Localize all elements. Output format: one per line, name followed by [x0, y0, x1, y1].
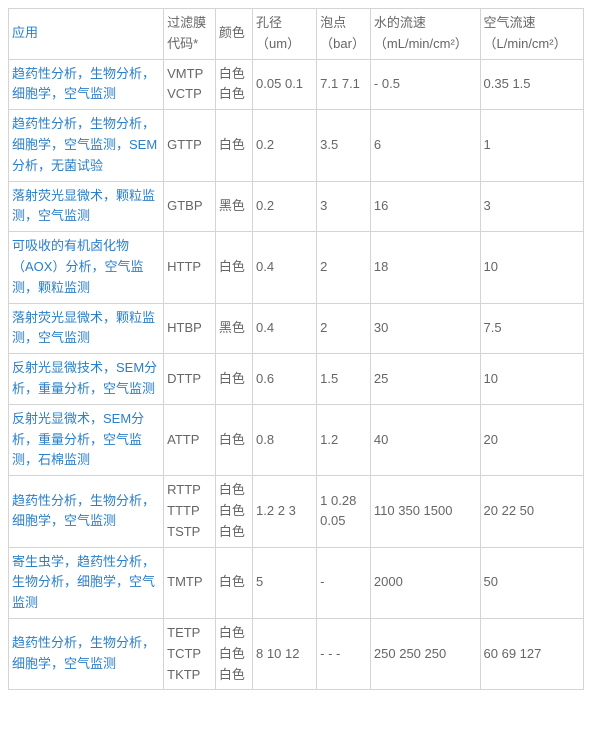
- cell-pore-size: 0.05 0.1: [253, 59, 317, 110]
- cell-water-flow: 2000: [370, 547, 480, 618]
- cell-pore-size: 8 10 12: [253, 618, 317, 689]
- filter-spec-table: 应用 过滤膜代码* 颜色 孔径（um） 泡点（bar） 水的流速（mL/min/…: [8, 8, 584, 690]
- cell-application[interactable]: 反射光显微技术，SEM分析，重量分析，空气监测: [9, 354, 164, 405]
- table-row: 趋药性分析，生物分析，细胞学，空气监测RTTP TTTP TSTP白色 白色 白…: [9, 476, 584, 547]
- cell-application[interactable]: 落射荧光显微术，颗粒监测，空气监测: [9, 181, 164, 232]
- cell-color: 黑色: [215, 303, 252, 354]
- cell-air-flow: 10: [480, 232, 583, 303]
- cell-bubble-point: 2: [317, 303, 371, 354]
- cell-color: 白色: [215, 110, 252, 181]
- cell-bubble-point: 1 0.28 0.05: [317, 476, 371, 547]
- cell-bubble-point: -: [317, 547, 371, 618]
- cell-filter-code: GTBP: [164, 181, 216, 232]
- header-water-flow: 水的流速（mL/min/cm²）: [370, 9, 480, 60]
- cell-color: 白色: [215, 232, 252, 303]
- cell-bubble-point: 7.1 7.1: [317, 59, 371, 110]
- cell-water-flow: 25: [370, 354, 480, 405]
- cell-application[interactable]: 落射荧光显微术，颗粒监测，空气监测: [9, 303, 164, 354]
- cell-pore-size: 1.2 2 3: [253, 476, 317, 547]
- cell-pore-size: 0.4: [253, 232, 317, 303]
- cell-bubble-point: 1.2: [317, 404, 371, 475]
- header-pore-size: 孔径（um）: [253, 9, 317, 60]
- cell-color: 白色: [215, 354, 252, 405]
- cell-application[interactable]: 趋药性分析，生物分析，细胞学，空气监测: [9, 59, 164, 110]
- table-row: 落射荧光显微术，颗粒监测，空气监测HTBP黑色0.42307.5: [9, 303, 584, 354]
- cell-bubble-point: 1.5: [317, 354, 371, 405]
- cell-filter-code: VMTP VCTP: [164, 59, 216, 110]
- cell-pore-size: 0.6: [253, 354, 317, 405]
- cell-color: 白色 白色 白色: [215, 618, 252, 689]
- table-body: 趋药性分析，生物分析，细胞学，空气监测VMTP VCTP白色 白色0.05 0.…: [9, 59, 584, 690]
- table-row: 趋药性分析，生物分析，细胞学，空气监测TETP TCTP TKTP白色 白色 白…: [9, 618, 584, 689]
- cell-water-flow: 110 350 1500: [370, 476, 480, 547]
- cell-pore-size: 0.4: [253, 303, 317, 354]
- cell-bubble-point: 2: [317, 232, 371, 303]
- cell-air-flow: 10: [480, 354, 583, 405]
- cell-application[interactable]: 趋药性分析，生物分析，细胞学，空气监测: [9, 618, 164, 689]
- table-row: 落射荧光显微术，颗粒监测，空气监测GTBP黑色0.23163: [9, 181, 584, 232]
- cell-color: 白色 白色: [215, 59, 252, 110]
- cell-water-flow: - 0.5: [370, 59, 480, 110]
- table-row: 可吸收的有机卤化物（AOX）分析，空气监测，颗粒监测HTTP白色0.421810: [9, 232, 584, 303]
- cell-air-flow: 50: [480, 547, 583, 618]
- cell-bubble-point: 3: [317, 181, 371, 232]
- cell-application[interactable]: 趋药性分析，生物分析，细胞学，空气监测: [9, 476, 164, 547]
- header-color: 颜色: [215, 9, 252, 60]
- table-row: 趋药性分析，生物分析，细胞学，空气监测，SEM分析，无菌试验GTTP白色0.23…: [9, 110, 584, 181]
- cell-bubble-point: 3.5: [317, 110, 371, 181]
- cell-color: 白色: [215, 404, 252, 475]
- header-air-flow: 空气流速（L/min/cm²）: [480, 9, 583, 60]
- cell-air-flow: 0.35 1.5: [480, 59, 583, 110]
- header-bubble-point: 泡点（bar）: [317, 9, 371, 60]
- cell-filter-code: RTTP TTTP TSTP: [164, 476, 216, 547]
- cell-application[interactable]: 反射光显微术，SEM分析，重量分析，空气监测，石棉监测: [9, 404, 164, 475]
- cell-color: 黑色: [215, 181, 252, 232]
- cell-air-flow: 3: [480, 181, 583, 232]
- cell-pore-size: 0.8: [253, 404, 317, 475]
- table-row: 反射光显微术，SEM分析，重量分析，空气监测，石棉监测ATTP白色0.81.24…: [9, 404, 584, 475]
- table-row: 反射光显微技术，SEM分析，重量分析，空气监测DTTP白色0.61.52510: [9, 354, 584, 405]
- cell-filter-code: TETP TCTP TKTP: [164, 618, 216, 689]
- cell-air-flow: 20 22 50: [480, 476, 583, 547]
- cell-water-flow: 6: [370, 110, 480, 181]
- cell-color: 白色 白色 白色: [215, 476, 252, 547]
- table-row: 寄生虫学，趋药性分析，生物分析，细胞学，空气监测TMTP白色5-200050: [9, 547, 584, 618]
- cell-water-flow: 40: [370, 404, 480, 475]
- cell-application[interactable]: 趋药性分析，生物分析，细胞学，空气监测，SEM分析，无菌试验: [9, 110, 164, 181]
- cell-pore-size: 0.2: [253, 181, 317, 232]
- cell-air-flow: 7.5: [480, 303, 583, 354]
- header-application: 应用: [9, 9, 164, 60]
- table-row: 趋药性分析，生物分析，细胞学，空气监测VMTP VCTP白色 白色0.05 0.…: [9, 59, 584, 110]
- cell-air-flow: 1: [480, 110, 583, 181]
- cell-filter-code: HTBP: [164, 303, 216, 354]
- header-filter-code: 过滤膜代码*: [164, 9, 216, 60]
- cell-application[interactable]: 可吸收的有机卤化物（AOX）分析，空气监测，颗粒监测: [9, 232, 164, 303]
- cell-water-flow: 250 250 250: [370, 618, 480, 689]
- cell-pore-size: 5: [253, 547, 317, 618]
- cell-water-flow: 16: [370, 181, 480, 232]
- cell-bubble-point: - - -: [317, 618, 371, 689]
- cell-filter-code: DTTP: [164, 354, 216, 405]
- cell-filter-code: ATTP: [164, 404, 216, 475]
- table-header: 应用 过滤膜代码* 颜色 孔径（um） 泡点（bar） 水的流速（mL/min/…: [9, 9, 584, 60]
- cell-air-flow: 60 69 127: [480, 618, 583, 689]
- header-row: 应用 过滤膜代码* 颜色 孔径（um） 泡点（bar） 水的流速（mL/min/…: [9, 9, 584, 60]
- cell-air-flow: 20: [480, 404, 583, 475]
- cell-filter-code: TMTP: [164, 547, 216, 618]
- cell-water-flow: 18: [370, 232, 480, 303]
- cell-filter-code: GTTP: [164, 110, 216, 181]
- cell-application[interactable]: 寄生虫学，趋药性分析，生物分析，细胞学，空气监测: [9, 547, 164, 618]
- cell-filter-code: HTTP: [164, 232, 216, 303]
- cell-color: 白色: [215, 547, 252, 618]
- cell-water-flow: 30: [370, 303, 480, 354]
- cell-pore-size: 0.2: [253, 110, 317, 181]
